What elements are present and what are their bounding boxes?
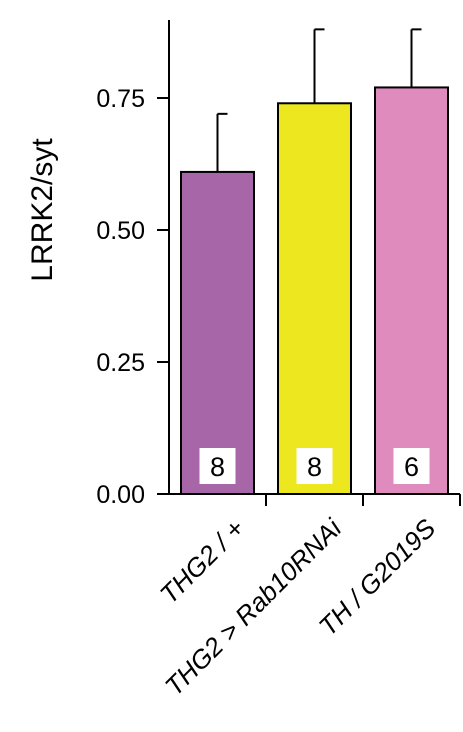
x-category-label: THG2 / + bbox=[154, 513, 250, 609]
n-label-box bbox=[199, 448, 236, 484]
bar bbox=[374, 86, 449, 495]
bar bbox=[277, 102, 352, 495]
y-axis: 0.00 0.25 0.50 0.75 bbox=[96, 20, 170, 509]
bar bbox=[180, 170, 255, 495]
n-label: 8 bbox=[210, 452, 225, 482]
bars: 8 8 6 bbox=[180, 28, 449, 495]
n-label: 6 bbox=[404, 452, 419, 482]
y-axis-label: LRRK2/syt bbox=[26, 138, 59, 282]
y-tick-label: 0.75 bbox=[96, 85, 145, 113]
y-tick-label: 0.50 bbox=[96, 217, 145, 245]
x-category-label: THG2 > Rab10RNAi bbox=[159, 512, 348, 701]
n-label-box bbox=[393, 448, 430, 484]
y-tick-label: 0.00 bbox=[96, 481, 145, 509]
y-tick-label: 0.25 bbox=[96, 349, 145, 377]
n-label-box bbox=[296, 448, 333, 484]
n-label: 8 bbox=[307, 452, 322, 482]
